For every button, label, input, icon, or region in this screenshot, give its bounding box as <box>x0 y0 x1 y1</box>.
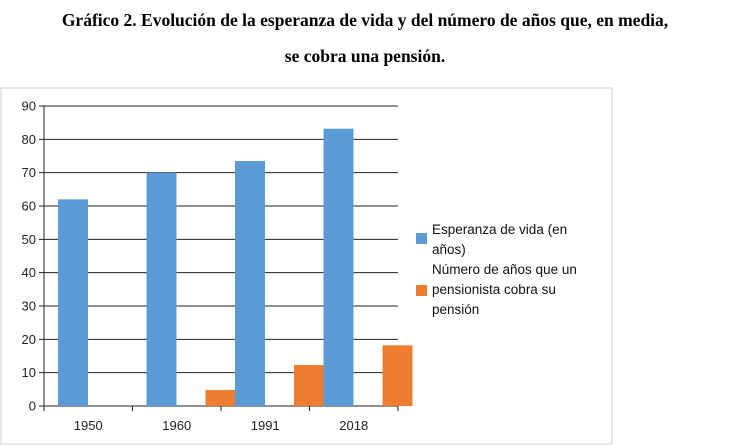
bar-pension-years-2018 <box>382 345 413 406</box>
chart-frame <box>0 87 613 445</box>
chart-title-line-2: se cobra una pensión. <box>284 46 446 66</box>
bar-life-expectancy-1991 <box>235 161 265 406</box>
legend-label: pensión <box>432 302 480 317</box>
legend-item-pension-years: Número de años que un pensionista cobra … <box>416 260 577 320</box>
y-tick-label: 10 <box>22 365 36 380</box>
y-tick-label: 80 <box>22 132 36 147</box>
x-tick-label: 1960 <box>162 418 191 433</box>
y-tick-label: 20 <box>22 332 36 347</box>
legend-label: pensionista cobra su <box>432 282 556 297</box>
chart-title-line-1: Gráfico 2. Evolución de la esperanza de … <box>61 10 669 30</box>
legend: Esperanza de vida (en años) Número de añ… <box>416 220 577 320</box>
legend-label: años) <box>432 242 466 257</box>
bar-life-expectancy-2018 <box>323 128 354 406</box>
y-tick-label: 60 <box>22 199 36 214</box>
bar-pension-years-1960 <box>205 390 236 406</box>
legend-label: Esperanza de vida (en <box>432 222 568 237</box>
x-tick-label: 1991 <box>251 418 280 433</box>
y-tick-label: 50 <box>22 232 36 247</box>
bar-pension-years-1991 <box>294 365 324 406</box>
bars <box>58 128 413 406</box>
legend-item-life-expectancy: Esperanza de vida (en años) <box>416 220 577 260</box>
legend-swatch-life-expectancy <box>416 233 427 244</box>
y-tick-label: 0 <box>29 399 36 414</box>
x-tick-label: 1950 <box>74 418 103 433</box>
y-tick-label: 90 <box>22 99 36 114</box>
bar-life-expectancy-1960 <box>146 172 177 406</box>
legend-label: Número de años que un <box>432 262 577 277</box>
x-axis-ticks: 1950 1960 1991 2018 <box>43 406 399 433</box>
y-tick-label: 30 <box>22 299 36 314</box>
y-tick-label: 40 <box>22 265 36 280</box>
legend-swatch-pension-years <box>416 285 427 296</box>
y-axis-ticks: 0 10 20 30 40 50 60 70 80 90 <box>22 99 36 414</box>
x-tick-label: 2018 <box>339 418 368 433</box>
y-tick-label: 70 <box>22 165 36 180</box>
bar-life-expectancy-1950 <box>58 199 88 406</box>
